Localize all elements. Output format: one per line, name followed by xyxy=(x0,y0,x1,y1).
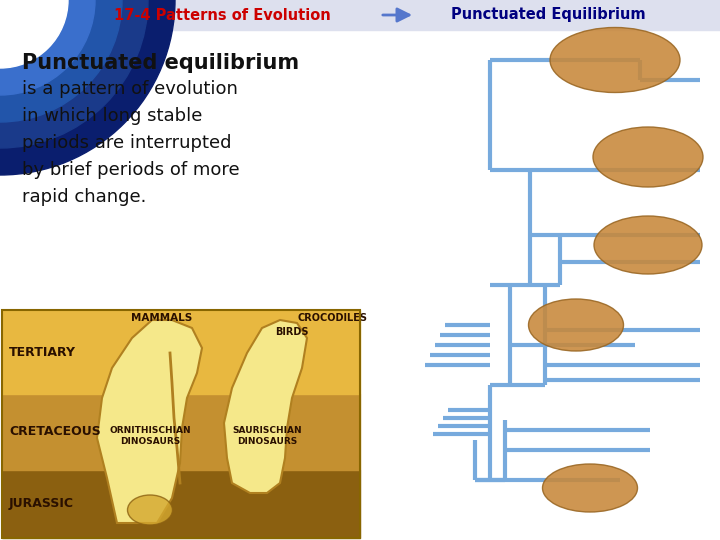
Wedge shape xyxy=(0,0,68,68)
Text: Punctuated equilibrium: Punctuated equilibrium xyxy=(22,53,299,73)
Ellipse shape xyxy=(594,216,702,274)
Text: Punctuated Equilibrium: Punctuated Equilibrium xyxy=(451,8,645,23)
Text: ORNITHISCHIAN
DINOSAURS: ORNITHISCHIAN DINOSAURS xyxy=(109,426,191,446)
Text: TERTIARY: TERTIARY xyxy=(9,346,76,359)
Ellipse shape xyxy=(550,28,680,92)
Text: in which long stable: in which long stable xyxy=(22,107,202,125)
Wedge shape xyxy=(0,0,95,95)
Bar xyxy=(2,394,360,470)
Text: rapid change.: rapid change. xyxy=(22,188,146,206)
Text: SAURISCHIAN
DINOSAURS: SAURISCHIAN DINOSAURS xyxy=(232,426,302,446)
Text: JURASSIC: JURASSIC xyxy=(9,497,74,510)
Text: is a pattern of evolution: is a pattern of evolution xyxy=(22,80,238,98)
Text: MAMMALS: MAMMALS xyxy=(131,313,193,323)
Text: periods are interrupted: periods are interrupted xyxy=(22,134,232,152)
Polygon shape xyxy=(97,320,202,523)
Bar xyxy=(0,0,720,30)
Ellipse shape xyxy=(127,495,173,525)
Bar xyxy=(2,310,360,394)
Wedge shape xyxy=(0,0,148,148)
Text: CRETACEOUS: CRETACEOUS xyxy=(9,426,101,438)
Wedge shape xyxy=(0,0,175,175)
Text: CROCODILES: CROCODILES xyxy=(297,313,367,323)
Ellipse shape xyxy=(542,464,637,512)
Bar xyxy=(2,470,360,538)
Bar xyxy=(2,310,360,538)
Polygon shape xyxy=(224,320,307,493)
Text: by brief periods of more: by brief periods of more xyxy=(22,161,240,179)
Wedge shape xyxy=(0,0,122,122)
Text: 17-4 Patterns of Evolution: 17-4 Patterns of Evolution xyxy=(114,8,330,23)
Ellipse shape xyxy=(593,127,703,187)
Ellipse shape xyxy=(528,299,624,351)
Text: BIRDS: BIRDS xyxy=(275,327,309,337)
